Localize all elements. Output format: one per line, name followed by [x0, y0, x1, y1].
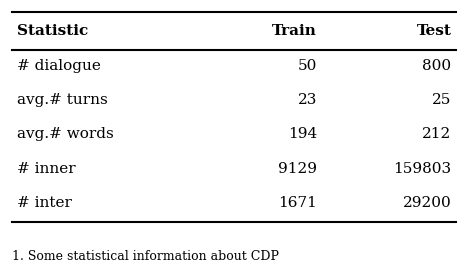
Text: 159803: 159803 [393, 162, 451, 176]
Text: 25: 25 [432, 93, 451, 107]
Text: avg.# turns: avg.# turns [17, 93, 107, 107]
Text: 1671: 1671 [278, 196, 317, 210]
Text: 50: 50 [298, 59, 317, 73]
Text: # inner: # inner [17, 162, 75, 176]
Text: 9129: 9129 [278, 162, 317, 176]
Text: 23: 23 [298, 93, 317, 107]
Text: # dialogue: # dialogue [17, 59, 101, 73]
Text: Statistic: Statistic [17, 24, 88, 38]
Text: avg.# words: avg.# words [17, 128, 113, 142]
Text: Train: Train [272, 24, 317, 38]
Text: 194: 194 [288, 128, 317, 142]
Text: 800: 800 [422, 59, 451, 73]
Text: 212: 212 [422, 128, 451, 142]
Text: 1. Some statistical information about CDP: 1. Some statistical information about CD… [12, 249, 279, 263]
Text: Test: Test [417, 24, 451, 38]
Text: # inter: # inter [17, 196, 72, 210]
Text: 29200: 29200 [402, 196, 451, 210]
